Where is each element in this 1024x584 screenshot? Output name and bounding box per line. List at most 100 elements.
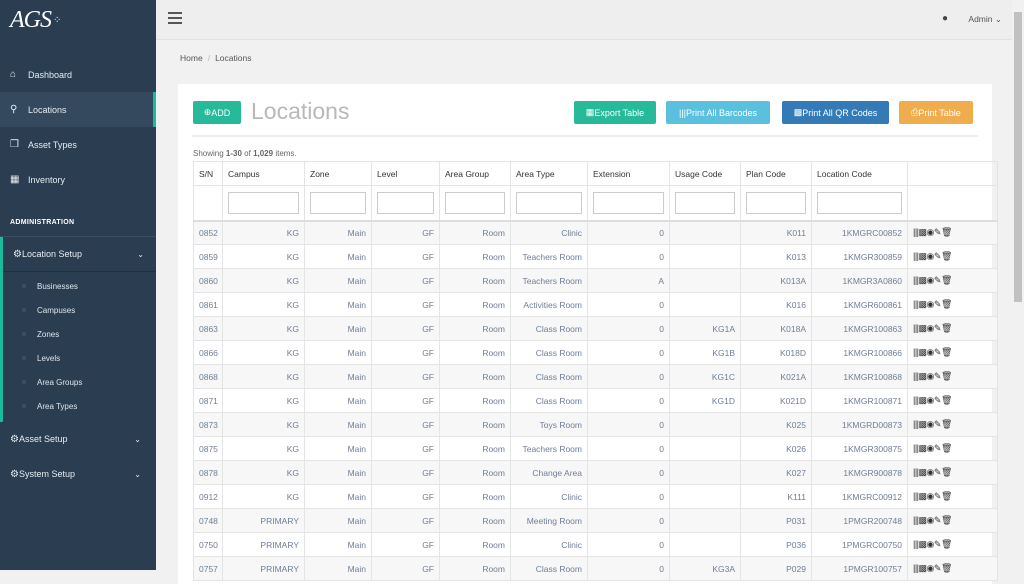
trash-icon[interactable]: 🗑 [940, 443, 952, 453]
trash-icon[interactable]: 🗑 [940, 251, 952, 261]
eye-icon[interactable]: ◉ [926, 275, 935, 285]
qrcode-icon[interactable]: ▩ [918, 299, 928, 309]
barcode-icon[interactable]: ||| [913, 539, 919, 549]
trash-icon[interactable]: 🗑 [940, 299, 952, 309]
trash-icon[interactable]: 🗑 [940, 467, 952, 477]
barcode-icon[interactable]: ||| [913, 275, 919, 285]
column-header-area-group[interactable]: Area Group [439, 161, 511, 186]
pencil-icon[interactable]: ✎ [933, 419, 942, 429]
trash-icon[interactable]: 🗑 [940, 227, 952, 238]
pencil-icon[interactable]: ✎ [933, 275, 942, 285]
qrcode-icon[interactable]: ▩ [918, 323, 928, 333]
barcode-icon[interactable]: ||| [913, 299, 919, 309]
column-header-area-type[interactable]: Area Type [510, 161, 588, 186]
pencil-icon[interactable]: ✎ [933, 299, 942, 309]
sidebar-item-location-setup[interactable]: ⚙Location Setup ⌄ [3, 237, 156, 272]
eye-icon[interactable]: ◉ [926, 515, 935, 525]
sidebar-item-area-groups[interactable]: Area Groups [3, 370, 156, 394]
qrcode-icon[interactable]: ▩ [918, 251, 928, 261]
sidebar-item-system-setup[interactable]: ⚙System Setup ⌄ [10, 469, 141, 480]
sidebar-item-businesses[interactable]: Businesses [3, 274, 156, 298]
trash-icon[interactable]: 🗑 [940, 515, 952, 525]
pencil-icon[interactable]: ✎ [933, 251, 942, 261]
trash-icon[interactable]: 🗑 [940, 323, 952, 333]
eye-icon[interactable]: ◉ [926, 491, 935, 501]
eye-icon[interactable]: ◉ [926, 347, 935, 357]
export-table-button[interactable]: ▦ Export Table [574, 101, 656, 124]
pencil-icon[interactable]: ✎ [933, 347, 942, 357]
pencil-icon[interactable]: ✎ [933, 371, 942, 381]
barcode-icon[interactable]: ||| [913, 419, 919, 429]
filter-area-group-input[interactable] [445, 191, 505, 214]
qrcode-icon[interactable]: ▩ [918, 467, 928, 477]
trash-icon[interactable]: 🗑 [940, 347, 952, 357]
barcode-icon[interactable]: ||| [913, 515, 919, 525]
eye-icon[interactable]: ◉ [926, 371, 935, 381]
qrcode-icon[interactable]: ▩ [918, 563, 928, 573]
barcode-icon[interactable]: ||| [913, 467, 919, 477]
trash-icon[interactable]: 🗑 [940, 419, 952, 429]
print-table-button[interactable]: ⎙ Print Table [899, 101, 973, 124]
print-all-barcodes-button[interactable]: ||| Print All Barcodes [666, 101, 770, 124]
qrcode-icon[interactable]: ▩ [918, 395, 928, 405]
eye-icon[interactable]: ◉ [926, 539, 935, 549]
column-header-level[interactable]: Level [371, 161, 440, 186]
pencil-icon[interactable]: ✎ [933, 491, 942, 501]
logo[interactable]: AGS ⁘ [10, 6, 62, 33]
pencil-icon[interactable]: ✎ [933, 563, 942, 573]
column-header-extension[interactable]: Extension [587, 161, 670, 186]
sidebar-item-zones[interactable]: Zones [3, 322, 156, 346]
filter-campus-input[interactable] [228, 191, 299, 214]
column-header-usage-code[interactable]: Usage Code [669, 161, 741, 186]
page-scrollbar[interactable] [1012, 0, 1024, 570]
eye-icon[interactable]: ◉ [926, 323, 935, 333]
trash-icon[interactable]: 🗑 [940, 275, 952, 285]
trash-icon[interactable]: 🗑 [940, 395, 952, 405]
sidebar-item-campuses[interactable]: Campuses [3, 298, 156, 322]
filter-level-input[interactable] [377, 191, 434, 214]
trash-icon[interactable]: 🗑 [940, 539, 952, 549]
qrcode-icon[interactable]: ▩ [918, 275, 928, 285]
filter-location-code-input[interactable] [817, 191, 902, 214]
hamburger-menu-icon[interactable] [168, 12, 182, 27]
pencil-icon[interactable]: ✎ [933, 227, 942, 238]
sidebar-item-asset-types[interactable]: ❒ Asset Types [10, 139, 77, 150]
qrcode-icon[interactable]: ▩ [918, 419, 928, 429]
globe-icon[interactable]: ● [941, 13, 948, 24]
column-header-campus[interactable]: Campus [222, 161, 305, 186]
barcode-icon[interactable]: ||| [913, 323, 919, 333]
barcode-icon[interactable]: ||| [913, 395, 919, 405]
qrcode-icon[interactable]: ▩ [918, 347, 928, 357]
barcode-icon[interactable]: ||| [913, 491, 919, 501]
print-all-qr-codes-button[interactable]: ▩ Print All QR Codes [782, 101, 889, 124]
barcode-icon[interactable]: ||| [913, 371, 919, 381]
sidebar-item-levels[interactable]: Levels [3, 346, 156, 370]
eye-icon[interactable]: ◉ [926, 443, 935, 453]
qrcode-icon[interactable]: ▩ [918, 227, 928, 238]
column-header-actions[interactable] [907, 161, 998, 186]
trash-icon[interactable]: 🗑 [940, 371, 952, 381]
pencil-icon[interactable]: ✎ [933, 515, 942, 525]
pencil-icon[interactable]: ✎ [933, 395, 942, 405]
sidebar-item-area-types[interactable]: Area Types [3, 394, 156, 418]
pencil-icon[interactable]: ✎ [933, 539, 942, 549]
qrcode-icon[interactable]: ▩ [918, 371, 928, 381]
eye-icon[interactable]: ◉ [926, 251, 935, 261]
column-header-location-code[interactable]: Location Code [811, 161, 908, 186]
qrcode-icon[interactable]: ▩ [918, 515, 928, 525]
sidebar-item-inventory[interactable]: ▦ Inventory [10, 174, 66, 185]
eye-icon[interactable]: ◉ [926, 395, 935, 405]
filter-usage-code-input[interactable] [675, 191, 735, 214]
barcode-icon[interactable]: ||| [913, 443, 919, 453]
qrcode-icon[interactable]: ▩ [918, 539, 928, 549]
trash-icon[interactable]: 🗑 [940, 491, 952, 501]
filter-zone-input[interactable] [310, 191, 366, 214]
admin-user-menu[interactable]: Admin ⌄ [968, 14, 1002, 24]
sidebar-item-asset-setup[interactable]: ⚙Asset Setup ⌄ [10, 434, 141, 445]
pencil-icon[interactable]: ✎ [933, 467, 942, 477]
sidebar-item-dashboard[interactable]: ⌂ Dashboard [10, 69, 73, 80]
scrollbar-thumb[interactable] [1014, 12, 1022, 302]
eye-icon[interactable]: ◉ [926, 299, 935, 309]
eye-icon[interactable]: ◉ [926, 563, 935, 573]
barcode-icon[interactable]: ||| [913, 251, 919, 261]
